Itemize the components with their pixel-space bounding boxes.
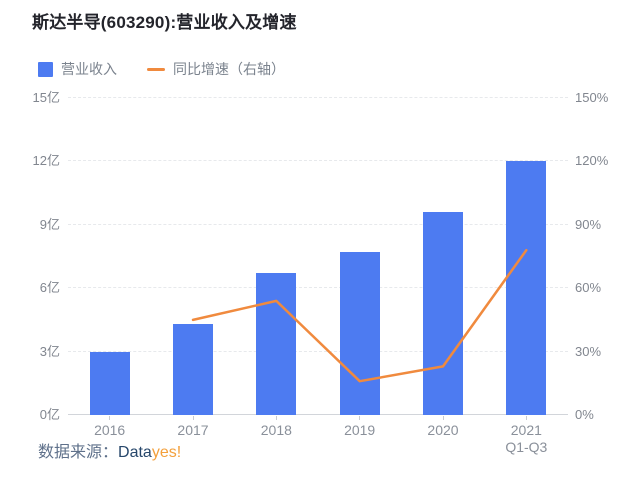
- legend-label-growth: 同比增速（右轴）: [173, 61, 285, 77]
- datayes-logo-suffix: yes!: [151, 444, 182, 461]
- legend-item-revenue: 营业收入: [38, 59, 117, 79]
- y-axis-right-tick-label: 60%: [575, 280, 602, 296]
- x-axis-label-line: 2020: [427, 422, 459, 438]
- x-axis-label: 2020: [401, 422, 485, 439]
- revenue-bar-2018: [256, 273, 297, 415]
- x-axis-label: 2017: [151, 422, 235, 439]
- revenue-bar-2016: [89, 351, 130, 415]
- gridline: [68, 223, 568, 225]
- revenue-bar-2021: [506, 161, 547, 415]
- x-axis-line: [68, 414, 568, 415]
- x-axis-tick: [359, 416, 361, 420]
- x-axis-label: 2019: [318, 422, 402, 439]
- revenue-bar-2020: [423, 212, 463, 415]
- bar-series-swatch-icon: [38, 61, 53, 77]
- x-axis-tick: [109, 416, 111, 420]
- x-axis-label-line: 2019: [344, 422, 376, 438]
- data-source: 数据来源：Datayes!: [38, 438, 181, 462]
- y-axis-left-tick-label: 6亿: [39, 280, 60, 296]
- source-label: 数据来源：: [38, 444, 119, 461]
- y-axis-right-tick-label: 30%: [575, 343, 602, 359]
- gridline: [68, 287, 568, 289]
- legend-label-revenue: 营业收入: [61, 61, 117, 77]
- x-axis-label: 2021 Q1-Q3: [484, 422, 568, 456]
- line-series-swatch-icon: [147, 67, 165, 71]
- x-axis-label: 2018: [234, 422, 318, 439]
- y-axis-left-tick-label: 9亿: [39, 216, 60, 232]
- revenue-bar-2017: [173, 324, 213, 415]
- x-axis-label-line: 2016: [94, 422, 126, 438]
- y-axis-right-tick-label: 0%: [575, 407, 594, 422]
- legend: 营业收入 同比增速（右轴）: [38, 59, 285, 79]
- x-axis-tick: [442, 416, 444, 420]
- page-title: 斯达半导(603290):营业收入及增速: [32, 13, 297, 32]
- x-axis-label-line: 2018: [260, 422, 292, 438]
- gridline: [68, 350, 568, 352]
- x-axis-label-line: 2021: [510, 422, 542, 438]
- x-axis-label: 2016: [68, 422, 152, 439]
- y-axis-left-tick-label: 3亿: [39, 343, 60, 359]
- gridline: [68, 97, 568, 98]
- x-axis-tick: [192, 416, 194, 420]
- datayes-logo: Data: [118, 444, 152, 461]
- y-axis-left-tick-label: 12亿: [32, 153, 60, 169]
- x-axis-tick: [525, 416, 527, 420]
- y-axis-right-tick-label: 120%: [575, 153, 609, 169]
- legend-item-growth: 同比增速（右轴）: [147, 59, 285, 79]
- x-axis-label-line: 2017: [177, 422, 209, 438]
- y-axis-right-tick-label: 90%: [575, 216, 602, 232]
- y-axis-left-tick-label: 15亿: [32, 90, 60, 105]
- x-axis-tick: [275, 416, 277, 420]
- gridline: [68, 160, 568, 162]
- y-axis-right-tick-label: 150%: [575, 90, 609, 105]
- x-axis-label-line: Q1-Q3: [505, 439, 548, 455]
- y-axis-left-tick-label: 0亿: [39, 407, 60, 422]
- revenue-bar-2019: [339, 252, 380, 415]
